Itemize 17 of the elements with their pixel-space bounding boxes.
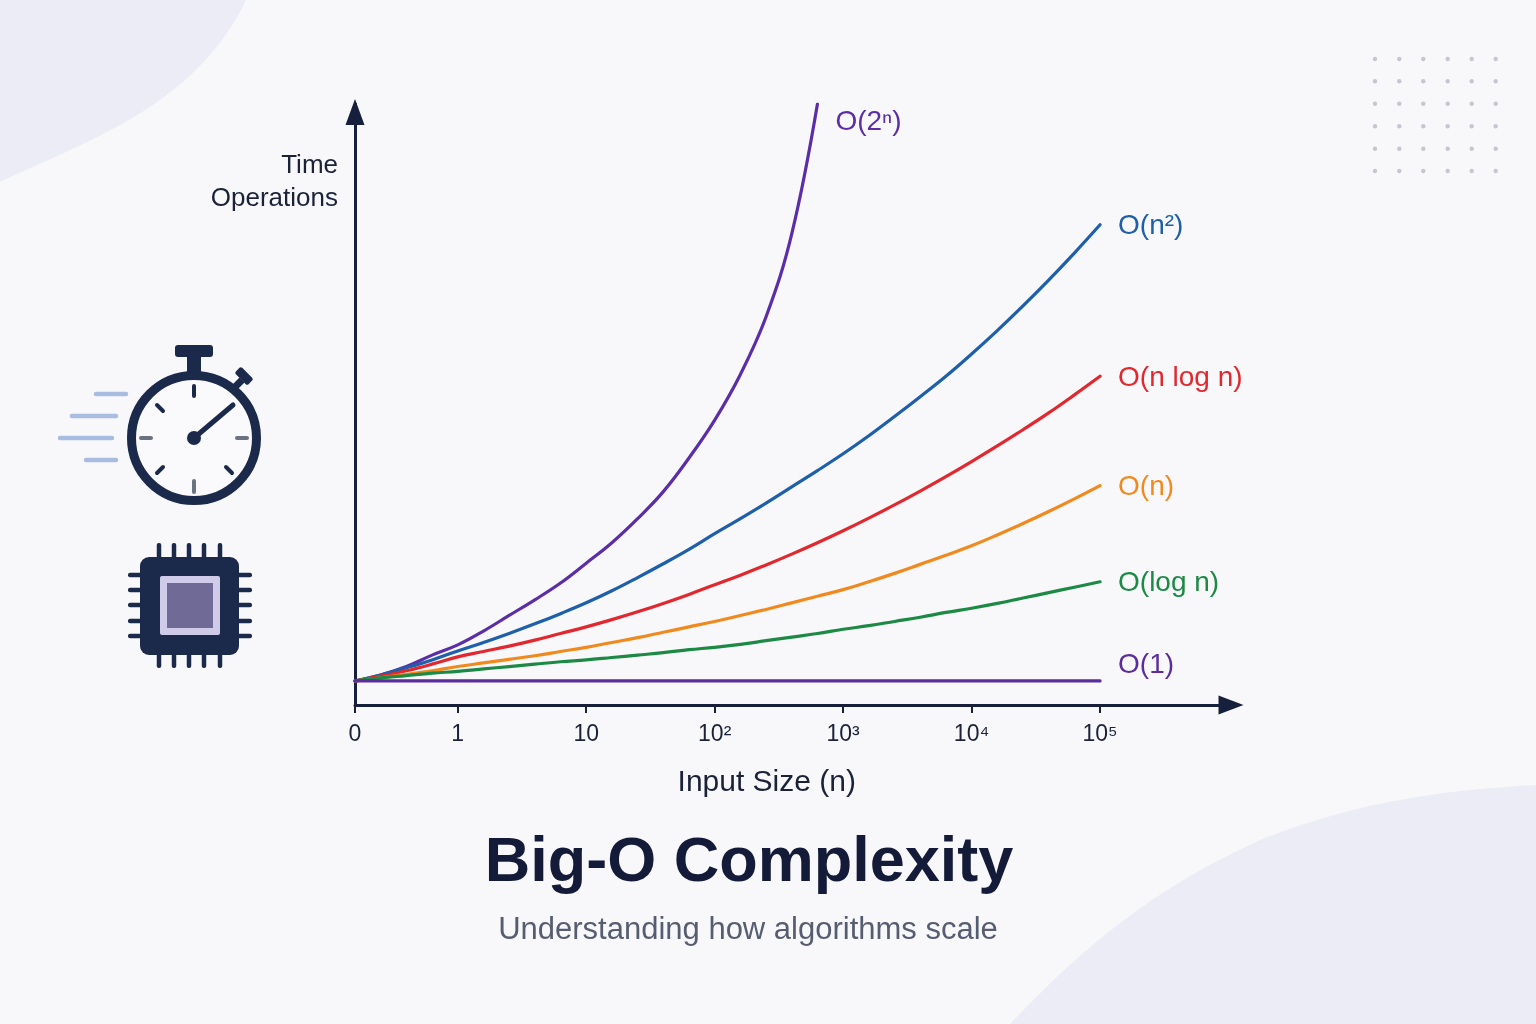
x-tick-label: 0 — [348, 719, 362, 746]
x-tick-label: 10² — [698, 719, 732, 746]
y-axis-title: Time Operations — [210, 148, 338, 212]
x-tick-label: 10 — [573, 719, 600, 746]
series-label: O(2ⁿ) — [835, 104, 902, 136]
text: Understanding how algorithms scale — [498, 911, 998, 946]
series-label: O(1) — [1118, 648, 1175, 680]
x-tick-label: 10⁴ — [953, 719, 990, 746]
series-label: O(log n) — [1118, 566, 1220, 598]
series-label: O(n²) — [1118, 209, 1184, 241]
x-tick-label: 10³ — [826, 719, 861, 746]
x-axis-title: Input Size (n) — [677, 763, 856, 797]
text: Big-O Complexity — [484, 823, 1014, 894]
series-label: O(n) — [1118, 470, 1175, 502]
x-tick-label: 1 — [451, 719, 465, 746]
series-label: O(n log n) — [1118, 360, 1243, 392]
x-tick-label: 10⁵ — [1082, 719, 1118, 746]
